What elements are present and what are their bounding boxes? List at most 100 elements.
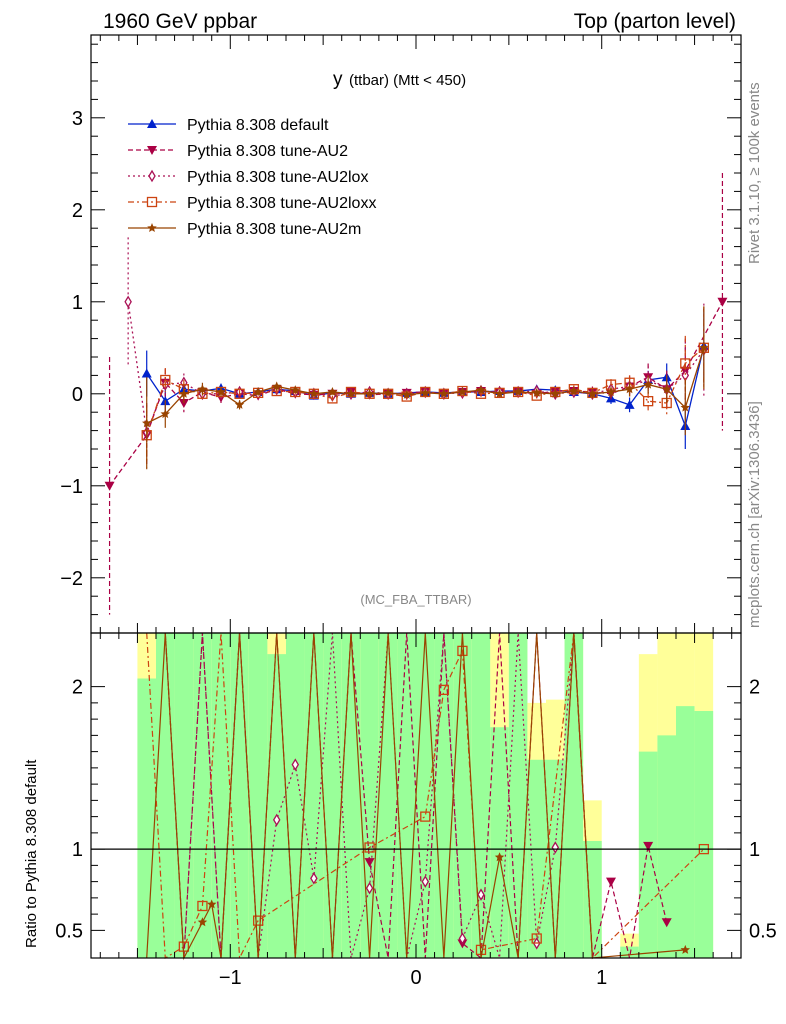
data-point bbox=[364, 388, 375, 398]
data-point bbox=[346, 388, 356, 398]
legend: Pythia 8.308 default Pythia 8.308 tune-AU… bbox=[128, 117, 376, 238]
series-line-au2 bbox=[109, 301, 724, 487]
legend-item-au2: Pythia 8.308 tune-AU2 bbox=[128, 143, 348, 160]
data-point bbox=[569, 386, 579, 396]
ratio-y-tick-label-right: 0.5 bbox=[749, 920, 777, 942]
ratio-y-tick-label: 0.5 bbox=[55, 920, 83, 942]
data-point bbox=[160, 374, 171, 386]
series-line-au2lox bbox=[127, 301, 705, 435]
data-point bbox=[179, 388, 189, 398]
ratio-point bbox=[458, 932, 467, 945]
ratio-point bbox=[457, 645, 468, 657]
data-point bbox=[272, 381, 282, 391]
data-point bbox=[142, 418, 152, 428]
band-green bbox=[378, 633, 398, 958]
series-au2loxx bbox=[141, 306, 710, 463]
ratio-point bbox=[494, 852, 505, 862]
data-point bbox=[327, 387, 338, 396]
plot-title-main: y bbox=[333, 69, 343, 90]
ratio-point bbox=[291, 758, 300, 771]
band-green bbox=[267, 654, 286, 958]
header-right: Top (parton level) bbox=[574, 10, 736, 33]
band-green bbox=[620, 946, 639, 958]
ratio-series-au2lox bbox=[164, 632, 594, 959]
legend-item-au2loxx: Pythia 8.308 tune-AU2loxx bbox=[128, 195, 376, 212]
band-green bbox=[156, 633, 175, 958]
x-tick-label: −1 bbox=[219, 967, 242, 989]
legend-item-au2lox: Pythia 8.308 tune-AU2lox bbox=[128, 169, 368, 186]
data-point bbox=[606, 387, 616, 396]
data-point bbox=[420, 387, 430, 397]
band-green bbox=[397, 633, 416, 958]
band-green bbox=[341, 633, 361, 958]
ratio-point bbox=[272, 813, 281, 827]
data-point bbox=[420, 386, 431, 398]
band-green bbox=[527, 759, 546, 958]
band-green bbox=[174, 633, 194, 958]
header-left: 1960 GeV ppbar bbox=[103, 10, 257, 33]
ratio-point bbox=[197, 917, 208, 927]
data-point bbox=[234, 399, 245, 409]
data-point bbox=[290, 385, 300, 395]
y-tick-label: 0 bbox=[72, 384, 83, 406]
ratio-point bbox=[477, 888, 485, 901]
ratio-point bbox=[364, 858, 375, 868]
ratio-point bbox=[365, 881, 374, 895]
x-tick-label: 1 bbox=[596, 967, 607, 989]
ratio-point bbox=[364, 842, 375, 853]
ratio-point bbox=[310, 872, 318, 885]
rivet-label: Rivet 3.1.10, ≥ 100k events bbox=[746, 82, 763, 264]
data-point bbox=[124, 295, 132, 309]
band-green bbox=[676, 706, 695, 958]
ratio-point bbox=[252, 915, 264, 926]
series-au2lox bbox=[124, 237, 708, 461]
ratio-line-au2loxx bbox=[146, 632, 705, 961]
y-tick-label: 3 bbox=[72, 108, 83, 130]
ratio-point bbox=[606, 877, 616, 887]
data-point bbox=[494, 388, 505, 398]
data-point bbox=[234, 388, 245, 399]
legend-label: Pythia 8.308 tune-AU2loxx bbox=[187, 195, 376, 212]
data-point bbox=[383, 387, 393, 397]
plot-title-sub: (ttbar) (Mtt < 450) bbox=[349, 72, 466, 89]
data-point bbox=[643, 379, 653, 389]
y-tick-label: 2 bbox=[72, 200, 83, 222]
band-green bbox=[490, 727, 509, 958]
ratio-y-tick-label-right: 2 bbox=[749, 677, 760, 699]
legend-marker bbox=[147, 119, 157, 128]
band-green bbox=[286, 633, 305, 958]
data-point bbox=[662, 384, 672, 394]
legend-item-default: Pythia 8.308 default bbox=[128, 117, 329, 134]
ratio-point bbox=[531, 933, 542, 944]
data-point bbox=[513, 387, 523, 396]
band-green bbox=[694, 711, 714, 958]
series-default bbox=[141, 309, 709, 449]
band-green bbox=[211, 633, 231, 958]
series-line-au2m bbox=[146, 347, 705, 424]
data-point bbox=[680, 402, 690, 412]
x-tick-label: 0 bbox=[410, 967, 421, 989]
legend-item-au2m: Pythia 8.308 tune-AU2m bbox=[128, 221, 361, 238]
ratio-y-tick-label: 1 bbox=[72, 839, 83, 861]
ratio-point bbox=[420, 811, 431, 822]
y-tick-label: 1 bbox=[72, 292, 83, 314]
data-point bbox=[439, 388, 449, 398]
data-point bbox=[642, 396, 654, 407]
ratio-y-tick-label: 2 bbox=[72, 677, 83, 699]
legend-label: Pythia 8.308 default bbox=[187, 117, 329, 134]
ratio-point bbox=[197, 900, 208, 912]
band-green bbox=[583, 841, 602, 958]
band-green bbox=[137, 678, 156, 958]
band-green bbox=[453, 633, 472, 958]
data-point bbox=[680, 358, 691, 369]
y-tick-label: −1 bbox=[60, 476, 83, 498]
ratio-point bbox=[421, 875, 430, 888]
band-green bbox=[323, 633, 342, 958]
data-point bbox=[402, 389, 412, 399]
legend-marker bbox=[147, 146, 157, 155]
data-point bbox=[550, 388, 560, 398]
ratio-point bbox=[661, 918, 672, 928]
data-point bbox=[104, 481, 115, 491]
ratio-point bbox=[207, 899, 217, 909]
